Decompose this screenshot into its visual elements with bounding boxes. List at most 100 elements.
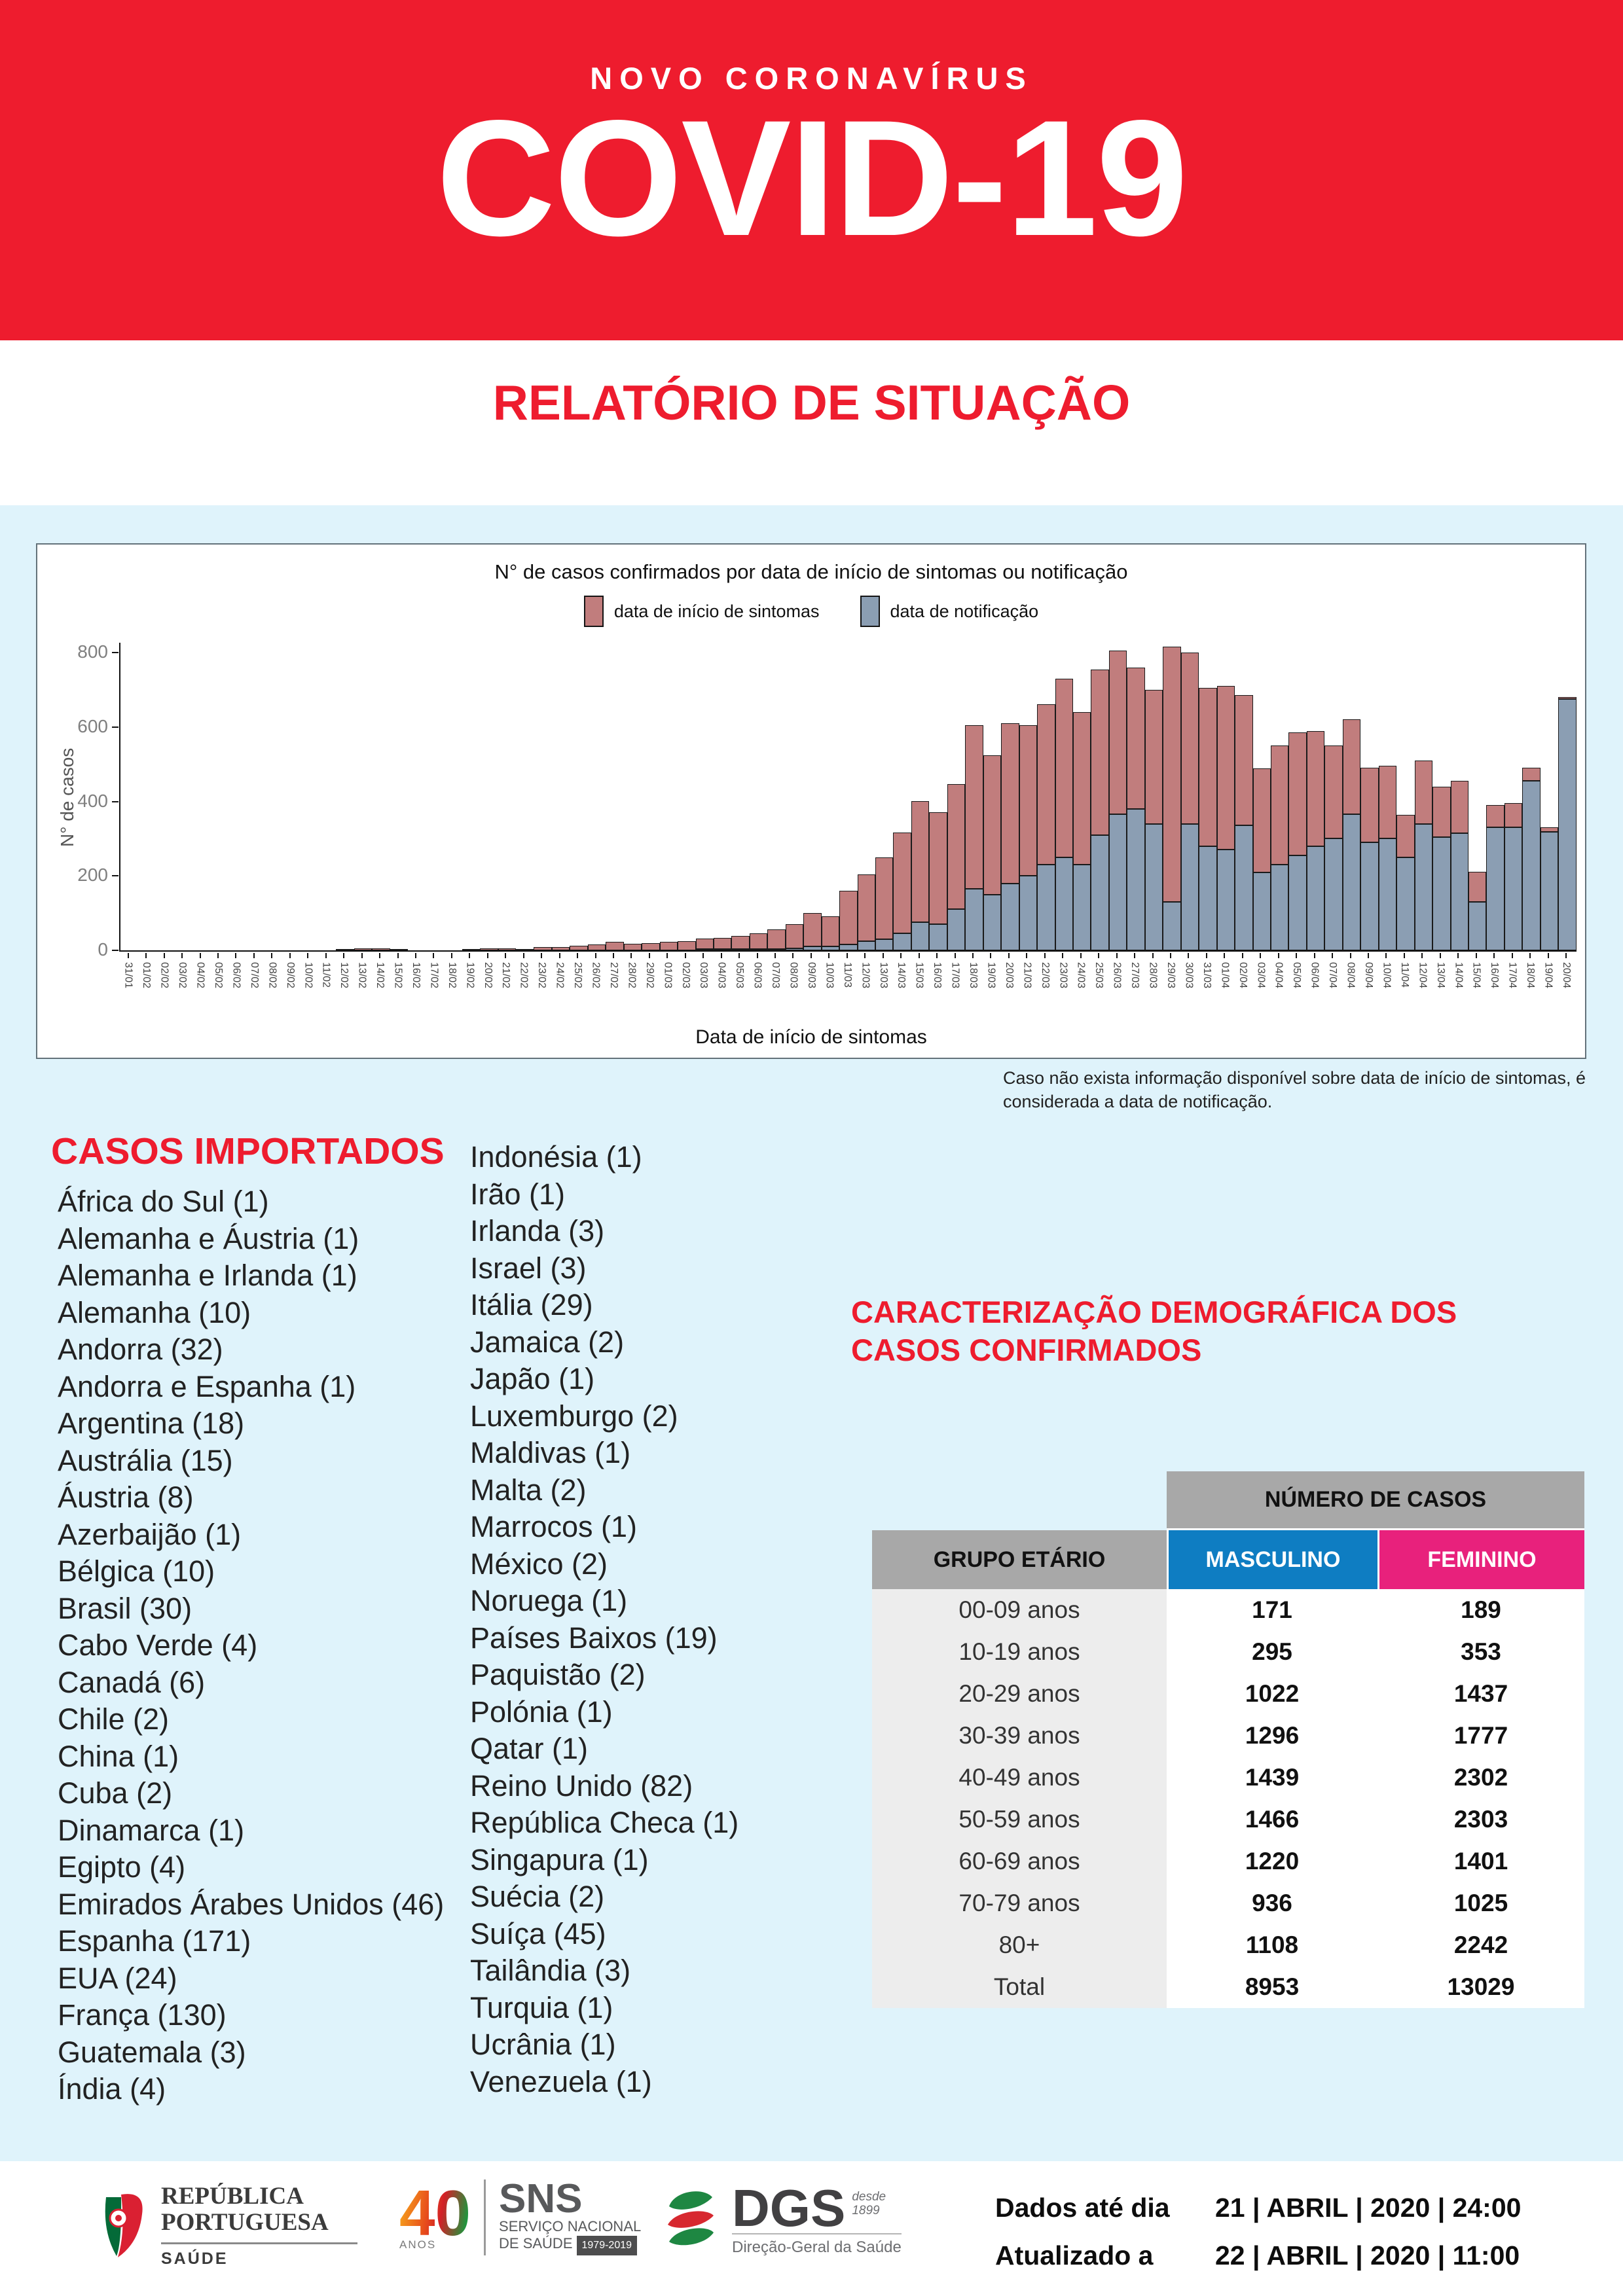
list-item: Bélgica (10) bbox=[58, 1554, 215, 1588]
sns-40-anos-logo: 40 ANOS SNS SERVIÇO NACIONAL DE SAÚDE 197… bbox=[399, 2178, 641, 2255]
x-tick-label: 31/03 bbox=[1197, 953, 1215, 1018]
legend-label-sintomas: data de início de sintomas bbox=[613, 601, 820, 621]
table-cell-masculino: 1220 bbox=[1167, 1840, 1377, 1882]
bar-20/02 bbox=[480, 948, 498, 950]
x-tick-label: 07/03 bbox=[766, 953, 784, 1018]
x-tick-label: 08/03 bbox=[784, 953, 802, 1018]
bar-23/03 bbox=[1055, 679, 1074, 950]
bar-13/03 bbox=[875, 857, 894, 950]
x-tick-label: 07/04 bbox=[1323, 953, 1341, 1018]
x-tick-label: 13/02 bbox=[353, 953, 371, 1018]
list-item: Brasil (30) bbox=[58, 1591, 192, 1625]
bar-01/03 bbox=[659, 942, 678, 950]
list-item: Países Baixos (19) bbox=[470, 1621, 718, 1655]
x-tick-label: 01/02 bbox=[137, 953, 155, 1018]
bar-30/03 bbox=[1180, 653, 1199, 950]
bar-27/03 bbox=[1127, 668, 1145, 950]
table-cell-masculino: 1108 bbox=[1167, 1924, 1377, 1966]
report-subtitle: RELATÓRIO DE SITUAÇÃO bbox=[492, 375, 1131, 430]
x-tick-label: 15/04 bbox=[1467, 953, 1485, 1018]
bar-07/03 bbox=[767, 929, 786, 950]
y-tick-label: 600 bbox=[77, 715, 108, 736]
x-tick-label: 17/02 bbox=[425, 953, 443, 1018]
table-cell-feminino: 2302 bbox=[1377, 1757, 1584, 1799]
bar-15/02 bbox=[390, 949, 409, 950]
legend-item-notificacao: data de notificação bbox=[860, 596, 1038, 627]
list-item: Qatar (1) bbox=[470, 1732, 589, 1765]
bar-31/03 bbox=[1199, 688, 1217, 950]
republica-portuguesa-logo: REPÚBLICA PORTUGUESA SAÚDE bbox=[98, 2183, 357, 2269]
x-tick-label: 25/02 bbox=[568, 953, 586, 1018]
list-item: Reino Unido (82) bbox=[470, 1768, 693, 1803]
chart-y-axis-title: N° de casos bbox=[57, 747, 77, 847]
bar-13/02 bbox=[354, 948, 373, 950]
bar-23/02 bbox=[534, 947, 552, 950]
bar-21/02 bbox=[498, 948, 516, 950]
list-item: França (130) bbox=[58, 1998, 227, 2032]
x-tick-label: 19/03 bbox=[982, 953, 1000, 1018]
bar-05/04 bbox=[1288, 732, 1307, 950]
list-item: República Checa (1) bbox=[470, 1806, 739, 1839]
x-tick-label: 27/03 bbox=[1125, 953, 1143, 1018]
x-tick-label: 15/02 bbox=[389, 953, 407, 1018]
bar-24/02 bbox=[551, 947, 570, 950]
x-tick-label: 06/04 bbox=[1305, 953, 1323, 1018]
x-tick-label: 10/03 bbox=[820, 953, 838, 1018]
x-tick-label: 17/04 bbox=[1503, 953, 1521, 1018]
x-tick-label: 18/03 bbox=[964, 953, 981, 1018]
list-item: Luxemburgo (2) bbox=[470, 1399, 678, 1433]
list-item: Noruega (1) bbox=[470, 1584, 628, 1617]
x-tick-label: 11/02 bbox=[317, 953, 335, 1018]
x-tick-label: 04/02 bbox=[191, 953, 209, 1018]
list-item: Emirados Árabes Unidos (46) bbox=[58, 1887, 445, 1921]
bar-16/04 bbox=[1486, 805, 1504, 950]
chart-panel: N° de casos confirmados por data de iníc… bbox=[36, 543, 1586, 1059]
list-item: Israel (3) bbox=[470, 1251, 587, 1285]
x-tick-label: 11/04 bbox=[1395, 953, 1413, 1018]
bar-28/03 bbox=[1144, 690, 1163, 950]
atualizado-a-value: 22 | ABRIL | 2020 | 11:00 bbox=[1215, 2240, 1520, 2270]
list-item: Cabo Verde (4) bbox=[58, 1628, 258, 1662]
list-item: China (1) bbox=[58, 1739, 179, 1773]
republica-line1: REPÚBLICA bbox=[161, 2183, 304, 2210]
table-row-label: 60-69 anos bbox=[872, 1840, 1167, 1882]
bar-06/03 bbox=[749, 933, 768, 950]
bar-02/04 bbox=[1235, 695, 1253, 950]
imported-cases-heading: CASOS IMPORTADOS bbox=[51, 1130, 445, 1172]
y-tick-mark bbox=[112, 652, 119, 653]
bar-21/03 bbox=[1019, 725, 1038, 950]
list-item: Suíça (45) bbox=[470, 1916, 606, 1950]
bar-19/04 bbox=[1540, 827, 1559, 950]
bar-01/04 bbox=[1216, 686, 1235, 950]
bar-03/03 bbox=[695, 939, 714, 950]
x-tick-label: 06/03 bbox=[748, 953, 766, 1018]
table-cell-masculino: 936 bbox=[1167, 1882, 1377, 1924]
sns-line2: DE SAÚDE 1979-2019 bbox=[499, 2235, 641, 2255]
y-tick-mark bbox=[112, 950, 119, 951]
dgs-desde-line1: desde bbox=[852, 2190, 886, 2204]
list-item: Guatemala (3) bbox=[58, 2035, 246, 2069]
table-row-label: 00-09 anos bbox=[872, 1589, 1167, 1631]
bar-15/04 bbox=[1468, 872, 1487, 950]
x-tick-label: 12/03 bbox=[856, 953, 874, 1018]
list-item: Argentina (18) bbox=[58, 1407, 245, 1440]
x-tick-label: 09/02 bbox=[281, 953, 299, 1018]
table-row-label: 20-29 anos bbox=[872, 1673, 1167, 1715]
bar-10/03 bbox=[821, 916, 840, 950]
list-item: Polónia (1) bbox=[470, 1695, 613, 1729]
x-tick-label: 14/02 bbox=[371, 953, 388, 1018]
y-tick-mark bbox=[112, 875, 119, 877]
subtitle-band: RELATÓRIO DE SITUAÇÃO bbox=[0, 340, 1623, 505]
x-tick-label: 14/04 bbox=[1450, 953, 1467, 1018]
bar-25/03 bbox=[1091, 670, 1109, 950]
x-tick-label: 08/04 bbox=[1341, 953, 1359, 1018]
x-tick-label: 23/03 bbox=[1054, 953, 1072, 1018]
x-tick-label: 16/03 bbox=[928, 953, 945, 1018]
list-item: Alemanha (10) bbox=[58, 1295, 251, 1329]
x-tick-label: 01/04 bbox=[1216, 953, 1233, 1018]
dgs-logo: DGS desde 1899 Direção-Geral da Saúde bbox=[661, 2182, 902, 2257]
bar-17/03 bbox=[947, 784, 966, 950]
chart-plot bbox=[119, 643, 1577, 952]
table-cell-masculino: 1466 bbox=[1167, 1799, 1377, 1840]
